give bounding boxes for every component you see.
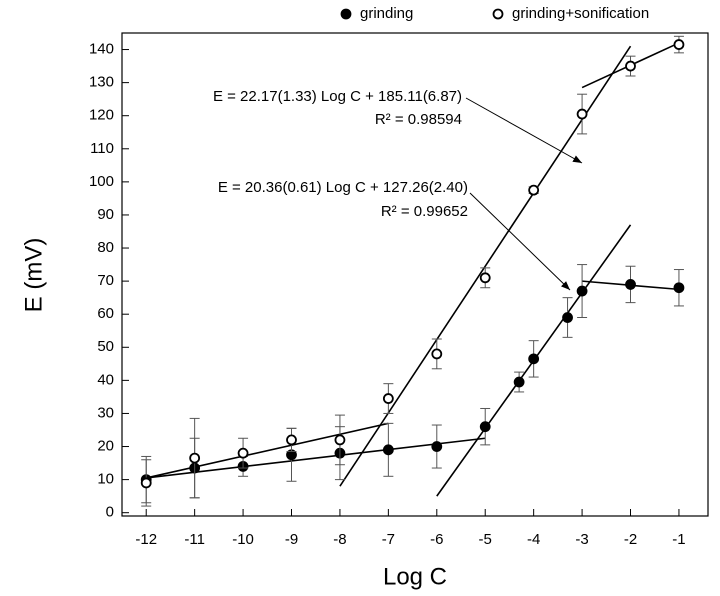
y-tick-label: 110 [90,140,114,157]
y-tick-label: 70 [97,272,114,289]
point [431,348,443,360]
y-tick-label: 130 [89,74,114,91]
fit-line [146,437,486,479]
x-tick-label: -7 [382,531,395,548]
point [528,184,540,196]
y-tick-label: 40 [97,371,114,388]
point [286,434,297,446]
annotation: R² = 0.98594 [375,111,462,128]
point [479,421,491,433]
y-tick-label: 20 [97,437,114,454]
legend-label: grinding+sonification [512,5,649,22]
y-axis-label: E (mV) [20,238,47,313]
x-tick-label: -3 [575,531,588,548]
y-tick-label: 90 [97,206,114,223]
legend-marker [492,8,504,20]
annotation-arrow [469,192,571,291]
x-tick-label: -12 [135,531,157,548]
point [431,441,443,452]
point [513,376,525,388]
plot-frame [121,32,709,517]
point [382,393,394,404]
point [673,39,685,50]
annotation: E = 22.17(1.33) Log C + 185.11(6.87) [213,88,462,105]
x-tick-label: -11 [184,531,205,548]
point [625,279,636,290]
x-tick-label: -2 [624,531,637,548]
legend-marker [340,8,352,20]
annotation: R² = 0.99652 [381,203,468,220]
y-tick-label: 60 [97,305,114,322]
y-tick-label: 120 [89,107,114,124]
point [576,108,588,120]
point [673,282,685,294]
x-tick-label: -10 [232,531,254,548]
fit-line [146,422,389,479]
annotation: E = 20.36(0.61) Log C + 127.26(2.40) [218,179,468,196]
y-tick-label: 80 [97,239,114,256]
x-tick-label: -5 [479,531,492,548]
x-tick-label: -1 [672,531,685,548]
point [562,312,573,323]
x-tick-label: -6 [430,531,443,548]
y-tick-label: 50 [97,338,114,355]
annotation-arrow [465,97,583,164]
x-tick-label: -4 [527,531,540,548]
x-axis-label: Log C [383,563,447,590]
point [334,434,346,446]
x-tick-label: -9 [285,531,298,548]
point [528,353,540,365]
x-tick-label: -8 [333,531,346,548]
y-tick-label: 0 [106,504,114,521]
y-tick-label: 100 [89,173,114,190]
y-tick-label: 140 [89,41,114,58]
point [382,444,394,456]
y-tick-label: 30 [97,404,114,421]
point [625,60,636,72]
point [576,285,588,297]
legend-label: grinding [360,5,413,22]
point [479,272,491,284]
y-tick-label: 10 [97,471,114,488]
point [189,452,201,464]
point [237,447,249,459]
point [140,477,152,489]
